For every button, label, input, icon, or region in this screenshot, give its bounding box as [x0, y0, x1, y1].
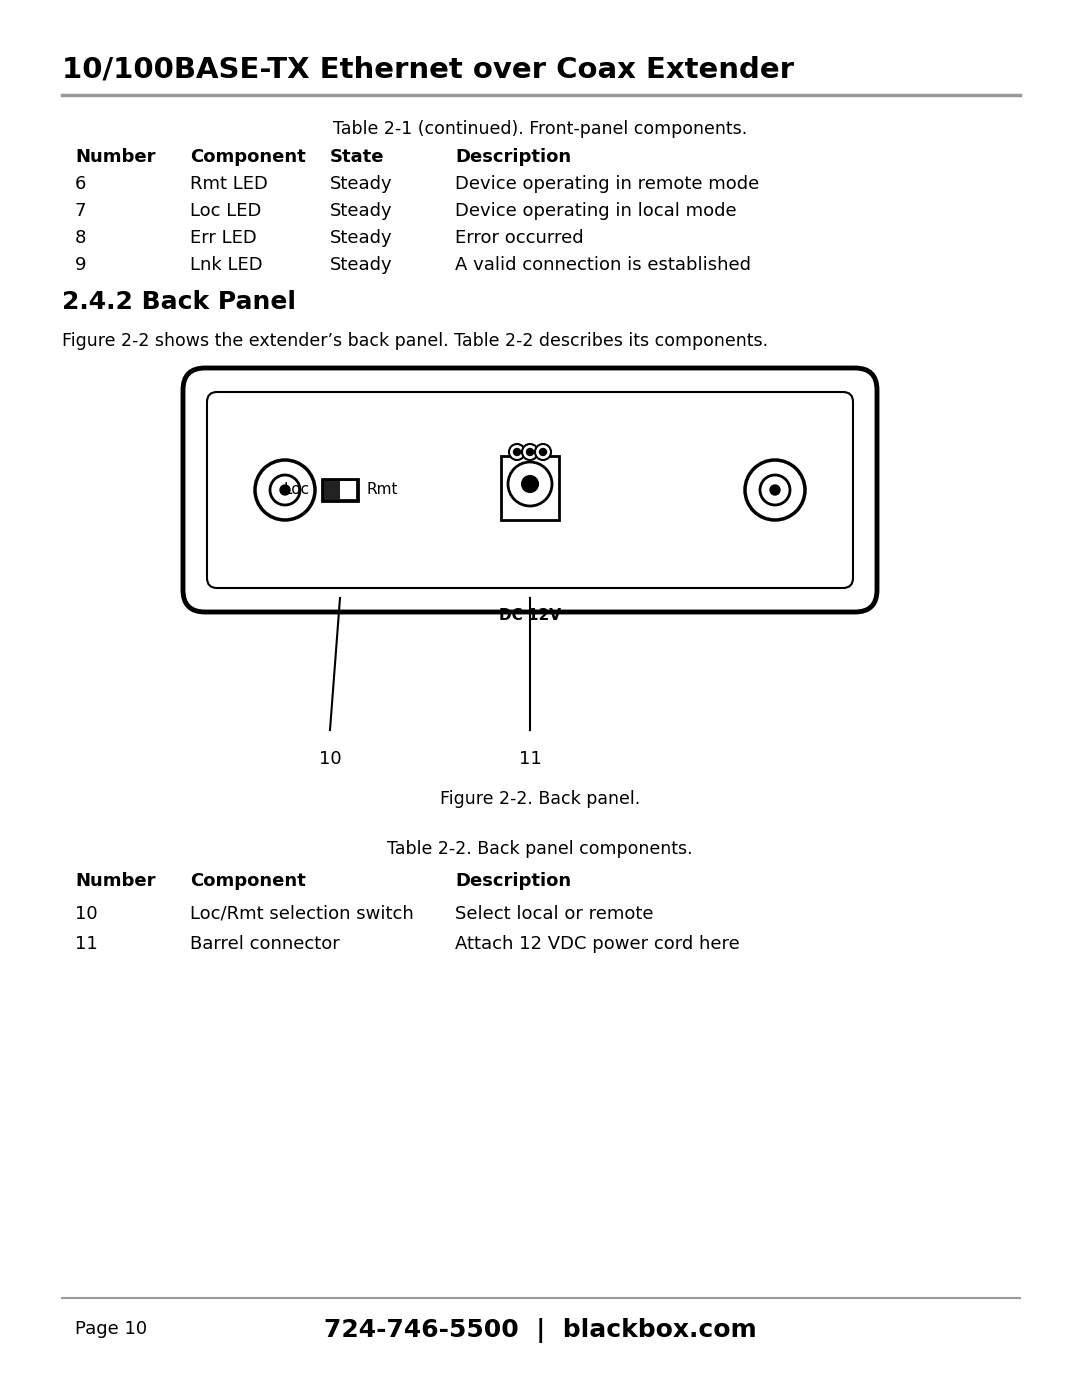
Text: Steady: Steady [330, 229, 393, 247]
Text: Attach 12 VDC power cord here: Attach 12 VDC power cord here [455, 935, 740, 953]
Text: A valid connection is established: A valid connection is established [455, 256, 751, 274]
Text: Component: Component [190, 148, 306, 166]
Circle shape [535, 444, 551, 460]
Circle shape [527, 448, 534, 455]
Circle shape [255, 460, 315, 520]
Circle shape [280, 485, 291, 495]
Circle shape [540, 448, 546, 455]
Text: Err LED: Err LED [190, 229, 257, 247]
Text: Loc/Rmt selection switch: Loc/Rmt selection switch [190, 905, 414, 923]
Circle shape [513, 448, 521, 455]
Text: 2.4.2 Back Panel: 2.4.2 Back Panel [62, 291, 296, 314]
Text: Number: Number [75, 872, 156, 890]
Text: −: − [512, 447, 522, 457]
Circle shape [270, 475, 300, 504]
Bar [340, 481, 356, 499]
Text: Steady: Steady [330, 175, 393, 193]
Circle shape [770, 485, 780, 495]
Text: 8: 8 [75, 229, 86, 247]
Text: Page 10: Page 10 [75, 1320, 147, 1338]
Text: Error occurred: Error occurred [455, 229, 583, 247]
Text: State: State [330, 148, 384, 166]
Text: •: • [527, 447, 532, 457]
Text: Steady: Steady [330, 256, 393, 274]
Text: Rmt: Rmt [366, 482, 397, 497]
Text: 9: 9 [75, 256, 86, 274]
Text: 11: 11 [75, 935, 98, 953]
Text: Table 2-1 (continued). Front-panel components.: Table 2-1 (continued). Front-panel compo… [333, 120, 747, 138]
Bar [322, 479, 357, 502]
Text: 10: 10 [75, 905, 97, 923]
Text: Figure 2-2. Back panel.: Figure 2-2. Back panel. [440, 789, 640, 807]
Text: Loc: Loc [284, 482, 310, 497]
Text: Loc LED: Loc LED [190, 203, 261, 219]
Text: Description: Description [455, 872, 571, 890]
Text: Number: Number [75, 148, 156, 166]
Circle shape [745, 460, 805, 520]
Text: 7: 7 [75, 203, 86, 219]
Circle shape [522, 476, 538, 492]
FancyBboxPatch shape [183, 367, 877, 612]
Text: 11: 11 [518, 750, 541, 768]
Text: Barrel connector: Barrel connector [190, 935, 340, 953]
Text: 724-746-5500  |  blackbox.com: 724-746-5500 | blackbox.com [324, 1317, 756, 1343]
Circle shape [508, 462, 552, 506]
Text: Select local or remote: Select local or remote [455, 905, 653, 923]
Text: Figure 2-2 shows the extender’s back panel. Table 2-2 describes its components.: Figure 2-2 shows the extender’s back pan… [62, 332, 768, 351]
Circle shape [509, 444, 525, 460]
Text: Component: Component [190, 872, 306, 890]
Text: DC 12V: DC 12V [499, 608, 561, 623]
Text: Table 2-2. Back panel components.: Table 2-2. Back panel components. [388, 840, 692, 858]
Text: Lnk LED: Lnk LED [190, 256, 262, 274]
Text: Device operating in local mode: Device operating in local mode [455, 203, 737, 219]
Text: Device operating in remote mode: Device operating in remote mode [455, 175, 759, 193]
Circle shape [522, 444, 538, 460]
Text: Description: Description [455, 148, 571, 166]
Text: Rmt LED: Rmt LED [190, 175, 268, 193]
Text: 10: 10 [319, 750, 341, 768]
Text: +: + [538, 447, 548, 457]
Text: Steady: Steady [330, 203, 393, 219]
Circle shape [760, 475, 789, 504]
Text: 6: 6 [75, 175, 86, 193]
Text: 10/100BASE-TX Ethernet over Coax Extender: 10/100BASE-TX Ethernet over Coax Extende… [62, 54, 794, 82]
Bar [501, 455, 559, 520]
